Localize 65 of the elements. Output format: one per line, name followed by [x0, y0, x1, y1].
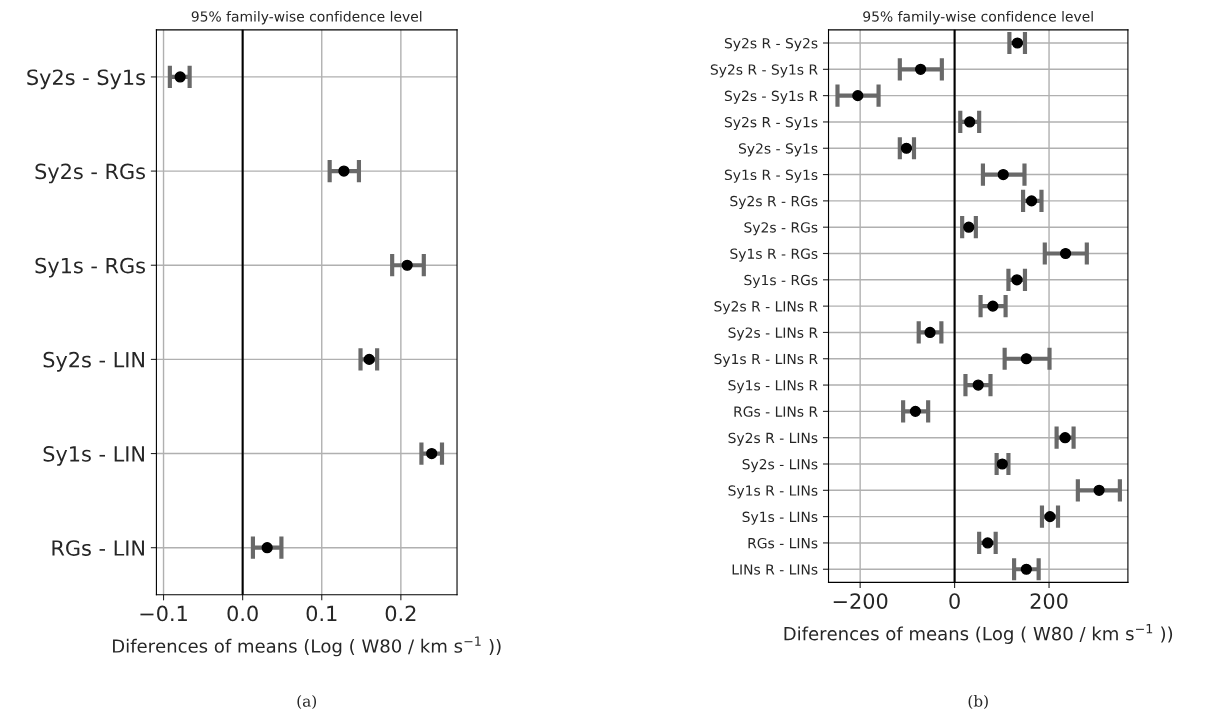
- y-tick-label: Sy2s - RGs: [35, 163, 145, 184]
- y-tick-label: Sy1s R - LINs: [728, 485, 818, 499]
- point: [987, 300, 999, 312]
- y-tick-label: RGs - LINs R: [734, 406, 818, 417]
- y-tick-label: Sy2s R - LINs: [728, 432, 818, 446]
- y-tick-label: Sy2s - Sy1s: [27, 69, 145, 90]
- y-tick-label: Sy2s R - Sy2s: [724, 37, 818, 52]
- x-tick-label: 0.0: [227, 605, 258, 622]
- y-tick-label: Sy1s - LINs R: [728, 380, 818, 394]
- point: [1044, 511, 1056, 523]
- y-tick-label: Sy2s - Sy1s R: [724, 90, 818, 104]
- point: [1011, 274, 1023, 286]
- point: [338, 165, 350, 177]
- x-tick-label: 0.1: [306, 605, 337, 622]
- point: [174, 71, 186, 83]
- y-tick-label: Sy1s - RGs: [35, 257, 145, 278]
- y-tick-label: Sy1s - LINs: [742, 511, 818, 525]
- point: [1093, 484, 1105, 496]
- point: [964, 116, 976, 128]
- y-tick-label: Sy2s - RGs: [744, 222, 818, 236]
- y-tick-label: Sy1s - RGs: [744, 274, 818, 288]
- point: [909, 405, 922, 417]
- point: [1020, 563, 1032, 575]
- point: [1025, 195, 1038, 207]
- point: [914, 63, 927, 75]
- point: [972, 379, 984, 391]
- y-tick-label: Sy1s R - RGs: [730, 248, 818, 262]
- chart-title: 95% family-wise confidence level: [863, 10, 1093, 25]
- x-tick-label: 0.2: [385, 605, 416, 622]
- y-tick-label: Sy1s R - Sy1s: [724, 169, 818, 183]
- x-tick-label: −200: [833, 593, 888, 609]
- point: [900, 142, 913, 154]
- x-tick-label: −0.1: [140, 605, 187, 622]
- point: [924, 326, 936, 339]
- y-tick-label: RGs - LINs: [748, 537, 818, 549]
- y-tick-label: Sy1s - LIN: [43, 446, 144, 466]
- point: [401, 259, 413, 271]
- x-tick-label: 200: [1030, 593, 1068, 609]
- x-axis-title: Diferences of means (Log ( W80 / km s$^{−1}$ )): [784, 624, 1173, 644]
- point: [1020, 353, 1032, 365]
- point: [363, 353, 375, 365]
- chart-title: 95% family-wise confidence level: [191, 10, 422, 25]
- point: [963, 221, 975, 233]
- point: [1059, 432, 1071, 444]
- y-tick-label: Sy2s R - RGs: [730, 195, 818, 210]
- x-tick-label: 0: [949, 593, 960, 609]
- point: [852, 90, 864, 102]
- x-axis-title: Diferences of means (Log ( W80 / km s$^{−1}$ )): [113, 636, 501, 657]
- y-tick-label: Sy1s R - LINs R: [714, 353, 818, 367]
- y-tick-label: Sy2s - LINs: [742, 458, 818, 473]
- y-tick-label: Sy2s R - Sy1s: [724, 116, 818, 131]
- y-tick-label: Sy2s R - LINs R: [714, 301, 818, 315]
- y-tick-label: Sy2s - Sy1s: [738, 143, 818, 157]
- point: [997, 168, 1009, 181]
- point: [982, 537, 994, 549]
- point: [426, 447, 438, 460]
- y-tick-label: RGs - LIN: [52, 540, 144, 556]
- point: [261, 542, 273, 554]
- text: (a): [297, 695, 317, 709]
- point: [1059, 247, 1072, 260]
- y-tick-label: Sy2s - LIN: [43, 351, 144, 372]
- y-tick-label: LINs R - LINs: [732, 564, 818, 575]
- text: (b): [968, 695, 988, 709]
- y-tick-label: Sy2s R - Sy1s R: [710, 64, 818, 78]
- y-tick-label: Sy2s - LINs R: [728, 327, 818, 341]
